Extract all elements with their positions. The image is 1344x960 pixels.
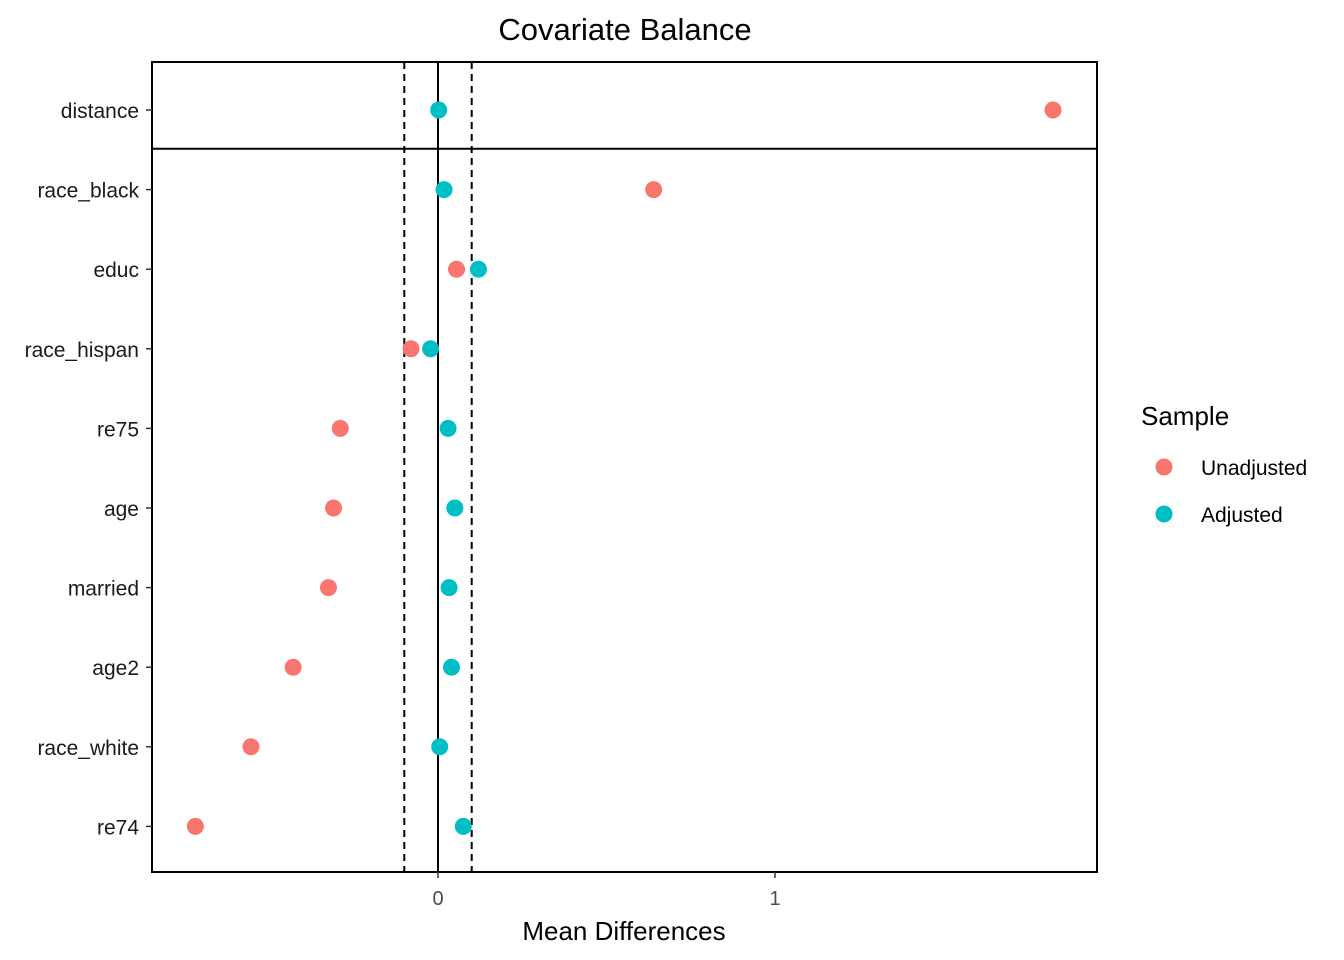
y-tick-label: educ — [93, 259, 139, 282]
x-axis-title: Mean Differences — [522, 916, 725, 946]
x-tick-label: 0 — [432, 888, 443, 910]
point-unadjusted — [448, 260, 466, 278]
point-unadjusted — [242, 738, 260, 756]
point-adjusted — [439, 419, 457, 437]
y-tick-label: race_black — [37, 180, 139, 203]
point-adjusted — [446, 499, 464, 517]
point-adjusted — [442, 658, 460, 676]
legend-key-adjusted — [1155, 505, 1173, 523]
y-tick-label: married — [68, 578, 139, 601]
y-tick-label: distance — [61, 100, 139, 123]
x-tick-label: 1 — [769, 888, 780, 910]
point-unadjusted — [402, 340, 420, 358]
legend-title: Sample — [1141, 401, 1229, 431]
point-adjusted — [454, 817, 472, 835]
point-unadjusted — [319, 579, 337, 597]
point-adjusted — [431, 738, 449, 756]
point-unadjusted — [284, 658, 302, 676]
point-unadjusted — [186, 817, 204, 835]
legend-label-unadjusted: Unadjusted — [1201, 457, 1307, 480]
plot-area — [151, 61, 1098, 873]
y-tick-label: race_white — [37, 737, 139, 760]
point-unadjusted — [325, 499, 343, 517]
point-adjusted — [469, 260, 487, 278]
y-tick-label: re75 — [97, 418, 139, 441]
point-unadjusted — [331, 419, 349, 437]
point-adjusted — [435, 181, 453, 199]
y-tick-label: race_hispan — [25, 339, 139, 362]
y-tick-label: age2 — [92, 657, 139, 680]
y-tick-label: age — [104, 498, 139, 521]
legend-label-adjusted: Adjusted — [1201, 504, 1283, 527]
legend-key-unadjusted — [1155, 458, 1173, 476]
chart-title: Covariate Balance — [498, 12, 751, 47]
point-unadjusted — [1044, 101, 1062, 119]
point-unadjusted — [645, 181, 663, 199]
point-adjusted — [440, 579, 458, 597]
legend: Sample Unadjusted Adjusted — [1141, 401, 1307, 527]
point-adjusted — [430, 101, 448, 119]
y-tick-label: re74 — [97, 816, 139, 839]
plot-panel-border — [151, 61, 1098, 873]
point-adjusted — [422, 340, 440, 358]
